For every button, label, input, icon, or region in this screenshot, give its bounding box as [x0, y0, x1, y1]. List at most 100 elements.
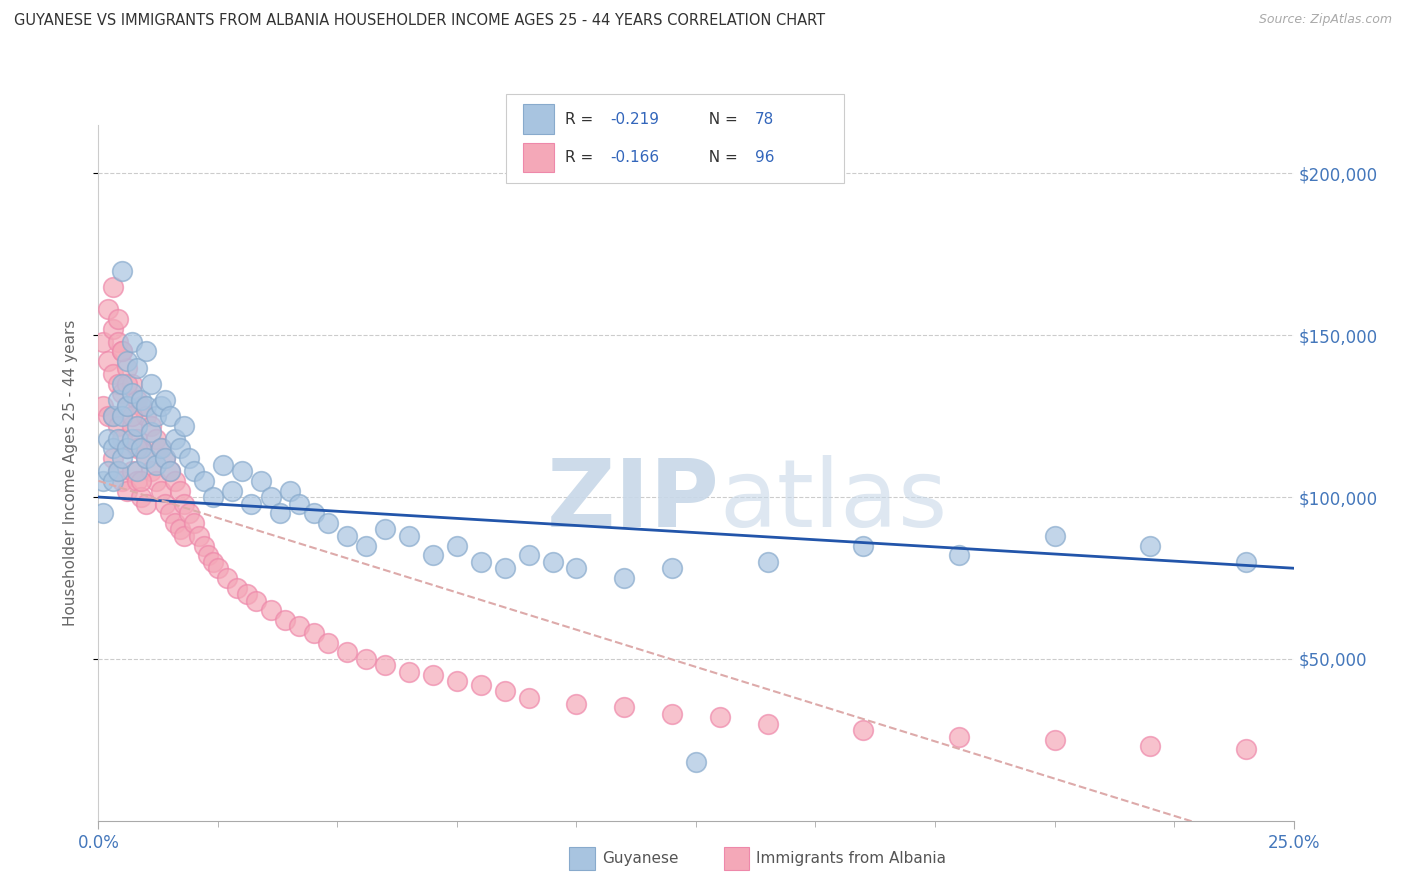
Point — [197, 549, 219, 563]
Point — [159, 506, 181, 520]
Point — [541, 555, 564, 569]
Point — [111, 386, 134, 401]
Point — [91, 400, 114, 414]
Point — [274, 613, 297, 627]
Point — [302, 506, 325, 520]
Point — [1139, 539, 1161, 553]
Point — [245, 593, 267, 607]
Point — [107, 312, 129, 326]
Point — [155, 496, 177, 510]
Point — [288, 496, 311, 510]
Text: R =: R = — [565, 112, 599, 127]
Point — [211, 458, 233, 472]
Point — [145, 432, 167, 446]
Point — [101, 367, 124, 381]
Point — [374, 658, 396, 673]
Point — [948, 730, 970, 744]
Point — [316, 635, 339, 649]
Point — [101, 409, 124, 424]
Point — [173, 496, 195, 510]
Point — [111, 263, 134, 277]
Y-axis label: Householder Income Ages 25 - 44 years: Householder Income Ages 25 - 44 years — [63, 319, 77, 626]
Point — [107, 334, 129, 349]
Point — [398, 665, 420, 679]
Point — [125, 392, 148, 407]
Point — [269, 506, 291, 520]
Text: R =: R = — [565, 151, 599, 165]
Point — [422, 549, 444, 563]
Point — [221, 483, 243, 498]
Point — [125, 360, 148, 375]
Point — [565, 561, 588, 575]
Point — [131, 392, 153, 407]
Point — [565, 697, 588, 711]
Point — [278, 483, 301, 498]
Point — [111, 432, 134, 446]
Point — [139, 418, 162, 433]
Point — [155, 392, 177, 407]
Point — [288, 619, 311, 633]
Point — [231, 464, 253, 478]
Point — [107, 376, 129, 391]
Point — [1043, 529, 1066, 543]
Point — [145, 409, 167, 424]
Point — [111, 344, 134, 359]
Point — [115, 360, 138, 375]
Point — [336, 529, 359, 543]
Text: Immigrants from Albania: Immigrants from Albania — [756, 851, 946, 865]
Point — [948, 549, 970, 563]
Point — [685, 756, 707, 770]
Point — [1234, 742, 1257, 756]
Point — [121, 376, 143, 391]
Point — [121, 432, 143, 446]
Point — [115, 483, 138, 498]
Point — [446, 674, 468, 689]
Text: Source: ZipAtlas.com: Source: ZipAtlas.com — [1258, 13, 1392, 27]
Point — [179, 451, 201, 466]
Point — [709, 710, 731, 724]
Text: Guyanese: Guyanese — [602, 851, 678, 865]
Point — [121, 409, 143, 424]
Text: GUYANESE VS IMMIGRANTS FROM ALBANIA HOUSEHOLDER INCOME AGES 25 - 44 YEARS CORREL: GUYANESE VS IMMIGRANTS FROM ALBANIA HOUS… — [14, 13, 825, 29]
Point — [131, 400, 153, 414]
Point — [115, 400, 138, 414]
Point — [422, 668, 444, 682]
Point — [446, 539, 468, 553]
Point — [121, 386, 143, 401]
Text: -0.219: -0.219 — [610, 112, 659, 127]
Point — [91, 506, 114, 520]
Text: ZIP: ZIP — [547, 455, 720, 547]
Point — [159, 464, 181, 478]
Point — [115, 354, 138, 368]
Point — [107, 418, 129, 433]
Text: atlas: atlas — [720, 455, 948, 547]
Point — [149, 400, 172, 414]
Point — [173, 418, 195, 433]
Text: -0.166: -0.166 — [610, 151, 659, 165]
Point — [149, 442, 172, 456]
Point — [139, 464, 162, 478]
Point — [517, 549, 540, 563]
Point — [101, 442, 124, 456]
Point — [163, 516, 186, 530]
Point — [139, 376, 162, 391]
Point — [115, 400, 138, 414]
Point — [121, 418, 143, 433]
Point — [125, 464, 148, 478]
Point — [107, 464, 129, 478]
Point — [302, 626, 325, 640]
Point — [159, 409, 181, 424]
Point — [149, 483, 172, 498]
Point — [135, 409, 157, 424]
Point — [217, 571, 239, 585]
Point — [111, 474, 134, 488]
Point — [1139, 739, 1161, 754]
Point — [145, 458, 167, 472]
Point — [207, 561, 229, 575]
Point — [202, 555, 225, 569]
Point — [97, 302, 120, 317]
Point — [125, 432, 148, 446]
Point — [107, 392, 129, 407]
Point — [111, 409, 134, 424]
Point — [111, 344, 134, 359]
